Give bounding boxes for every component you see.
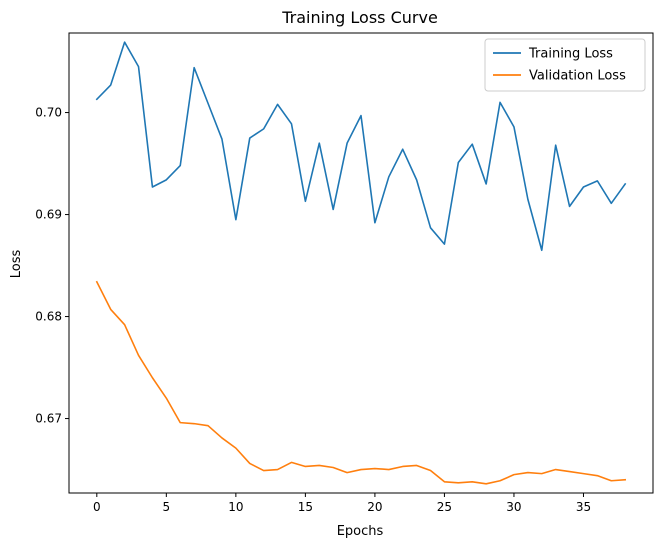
plot-area: 0 5 10 15 20 25 30 35 0.67 0.68 0.69 0.70 [35,32,654,514]
chart-title: Training Loss Curve [281,8,438,27]
y-tick-label: 0.67 [35,412,62,426]
y-tick-label: 0.69 [35,208,62,222]
series-line-validation-loss [95,280,627,485]
axes-frame [68,32,654,494]
legend: Training Loss Validation Loss [484,38,646,92]
legend-box [484,38,646,92]
x-tick-label: 5 [163,500,171,514]
y-axis-label: Loss [9,250,24,279]
x-tick-label: 35 [576,500,591,514]
y-tick-label: 0.68 [35,310,62,324]
x-tick-label: 10 [228,500,243,514]
y-tick-label: 0.70 [35,106,62,120]
legend-label-validation-loss: Validation Loss [529,69,626,84]
legend-label-training-loss: Training Loss [528,47,613,62]
x-tick-label: 0 [93,500,101,514]
x-tick-label: 20 [367,500,382,514]
x-tick-label: 25 [437,500,452,514]
series-line-training-loss [95,41,627,252]
x-tick-label: 30 [506,500,521,514]
x-tick-label: 15 [298,500,313,514]
x-axis-label: Epochs [337,524,384,539]
